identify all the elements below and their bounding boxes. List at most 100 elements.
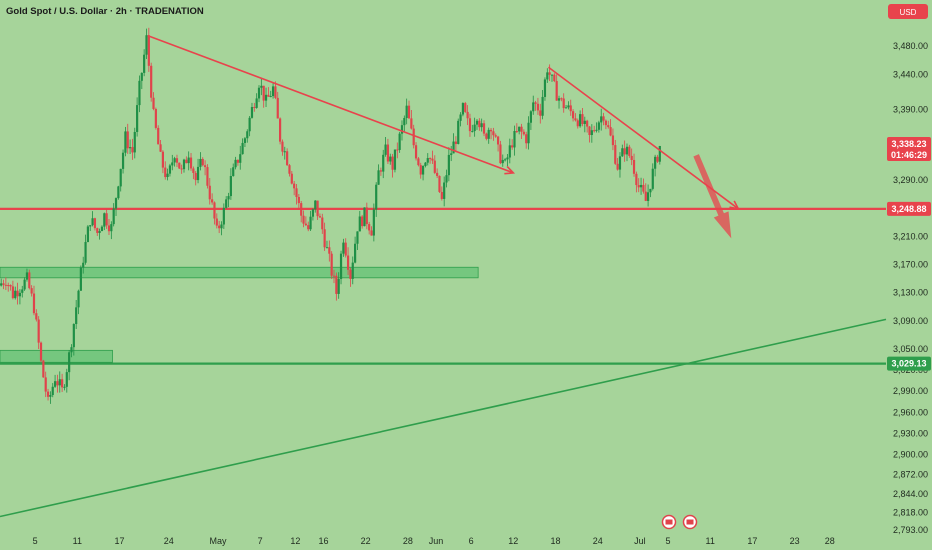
candle-body-166 [389,156,392,162]
candle-body-224 [525,134,528,144]
candle-body-87 [203,165,207,168]
candle-body-194 [454,141,457,144]
candle-body-92 [215,218,218,226]
x-tick-label-0: 5 [33,536,38,546]
candle-body-156 [365,207,368,225]
candle-body-137 [321,217,324,230]
candle-body-64 [150,65,153,98]
x-tick-label-8: 22 [361,536,371,546]
x-tick-label-2: 17 [115,536,125,546]
candle-body-58 [136,105,139,132]
candle-body-228 [534,102,537,104]
candle-body-20 [46,391,50,397]
y-tick-label-8: 3,130.00 [893,288,928,298]
candle-body-80 [187,157,190,164]
candle-body-213 [499,144,502,164]
economic-event-icon[interactable] [682,514,698,530]
candle-body-267 [625,146,629,155]
candle-body-216 [506,157,509,160]
x-tick-label-14: 24 [593,536,603,546]
candle-body-43 [100,226,104,232]
currency-label: USD [900,8,917,17]
x-tick-label-17: 11 [706,536,715,546]
candle-body-215 [504,159,507,161]
candle-body-130 [304,223,307,226]
candle-body-254 [595,129,598,131]
candle-body-148 [346,255,350,270]
candle-body-34 [79,267,82,291]
x-tick-label-15: Jul [634,536,646,546]
candle-body-111 [260,85,263,88]
candle-body-232 [543,79,547,97]
candle-body-269 [630,155,633,160]
candle-body-114 [267,94,270,97]
candle-body-123 [288,165,291,174]
candle-body-115 [269,96,272,98]
candle-body-261 [611,135,615,146]
candle-body-73 [171,162,174,166]
candle-body-54 [126,131,129,149]
x-tick-label-18: 17 [747,536,757,546]
candle-body-95 [222,207,225,225]
candle-body-200 [468,118,472,132]
y-tick-label-9: 3,090.00 [893,316,928,326]
candle-body-252 [590,130,593,136]
candle-body-109 [255,98,258,108]
countdown-label: 01:46:29 [891,150,927,160]
chart-header: Gold Spot / U.S. Dollar · 2h · TRADENATI… [6,6,204,17]
current-price-label: 3,338.23 [891,139,926,149]
candle-body-243 [569,105,572,112]
candle-body-116 [271,86,275,97]
candle-body-96 [225,199,228,208]
candle-body-119 [278,118,282,142]
candle-body-280 [656,156,659,162]
candle-body-219 [513,131,516,148]
candle-body-42 [98,231,101,233]
candle-body-35 [82,262,85,268]
candle-body-68 [159,144,162,152]
candle-body-185 [433,160,436,173]
candle-body-147 [344,242,347,256]
candle-body-235 [550,74,554,76]
candle-body-205 [480,123,483,128]
candle-body-263 [616,163,619,170]
support-zone-0 [0,266,479,279]
candle-body-70 [164,167,167,178]
candle-body-37 [86,226,89,243]
candle-body-173 [405,105,408,118]
candle-body-177 [414,145,418,159]
candle-body-258 [604,120,608,126]
candle-body-161 [377,170,380,185]
candle-body-120 [281,141,284,152]
candle-body-7 [16,290,19,297]
candle-body-122 [286,151,289,166]
candle-body-144 [337,278,340,294]
candle-body-245 [574,118,577,121]
candle-body-279 [654,156,657,169]
candle-body-94 [220,224,223,229]
candle-body-25 [58,379,61,386]
candle-body-93 [218,225,221,229]
event-icon-flag [686,519,694,525]
x-tick-label-9: 28 [403,536,413,546]
candle-body-163 [382,154,385,172]
candle-body-133 [311,209,315,217]
candle-body-5 [11,286,14,299]
economic-event-icon[interactable] [661,514,677,530]
candle-body-143 [335,275,338,294]
candle-body-74 [173,158,176,163]
candle-body-259 [607,125,610,128]
candle-body-184 [431,158,434,161]
candle-body-265 [621,148,624,157]
candle-body-203 [475,120,479,125]
candle-body-180 [421,165,425,175]
candle-body-277 [649,188,652,193]
candle-body-210 [492,131,495,136]
candle-body-21 [49,394,52,397]
candle-body-113 [264,94,268,101]
candle-body-46 [107,225,111,232]
candle-body-10 [23,279,26,290]
currency-selector[interactable]: USD [884,2,932,22]
